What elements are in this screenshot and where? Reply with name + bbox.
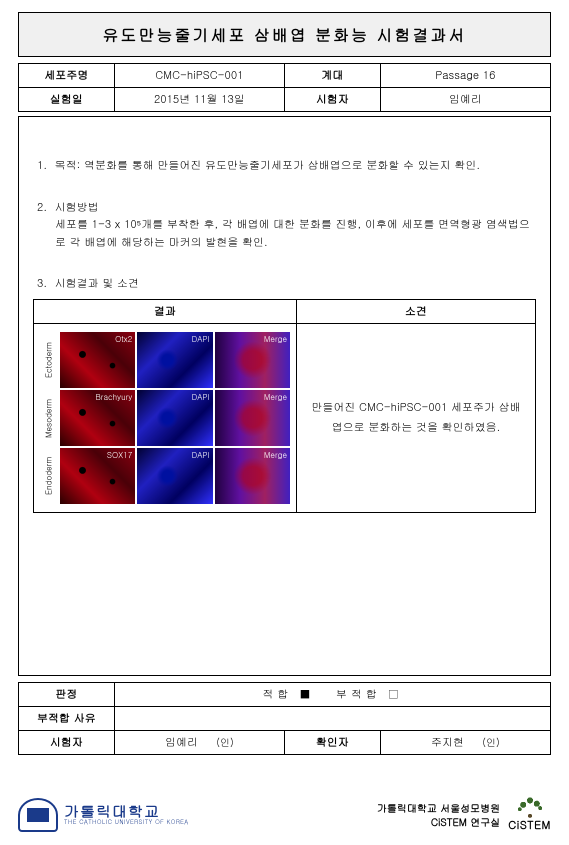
img-meso-merge: Merge [215, 390, 290, 446]
date-label: 실험일 [19, 88, 115, 112]
seal-2: (인) [482, 735, 500, 749]
col-result: 결과 [34, 299, 297, 323]
tag-brachyury: Brachyury [95, 392, 132, 403]
tag-merge3: Merge [264, 450, 287, 461]
tester-value: 임예리 [380, 88, 550, 112]
result-table: 결과 소견 Ectoderm Otx2 DAPI Merge Mesoderm … [33, 299, 536, 513]
cistem-text: CiSTEM [508, 818, 551, 833]
cell-line-value: CMC-hiPSC-001 [114, 64, 284, 88]
tree-icon [513, 796, 547, 818]
verdict-label: 판정 [19, 683, 115, 707]
purpose-num: 1. [37, 157, 51, 175]
fluorescence-panel: Ectoderm Otx2 DAPI Merge Mesoderm Brachy… [40, 332, 290, 504]
method-text: 세포를 1-3 x 10⁵개를 부착한 후, 각 배엽에 대한 분화를 진행, … [37, 216, 532, 251]
img-ecto-marker: Otx2 [60, 332, 135, 388]
tag-dapi3: DAPI [191, 450, 209, 461]
verdict-unfit: 부적합 □ [336, 687, 402, 702]
img-ecto-dapi: DAPI [137, 332, 212, 388]
section-method: 2. 시험방법 세포를 1-3 x 10⁵개를 부착한 후, 각 배엽에 대한 … [37, 199, 532, 252]
finding-cell: 만들어진 CMC-hiPSC-001 세포주가 삼배엽으로 분화하는 것을 확인… [297, 323, 536, 512]
cell-line-label: 세포주명 [19, 64, 115, 88]
result-num: 3. [37, 275, 51, 293]
img-ecto-merge: Merge [215, 332, 290, 388]
section-result: 3. 시험결과 및 소견 [37, 275, 532, 293]
sig-checker-name: 주지현 [431, 735, 464, 750]
tag-merge: Merge [264, 334, 287, 345]
body-box: 1. 목적: 역분화를 통해 만들어진 유도만능줄기세포가 삼배엽으로 분화할 … [18, 116, 551, 676]
info-table: 세포주명 CMC-hiPSC-001 계대 Passage 16 실험일 201… [18, 63, 551, 112]
img-meso-dapi: DAPI [137, 390, 212, 446]
lab-name: CiSTEM 연구실 [377, 815, 500, 829]
passage-value: Passage 16 [380, 64, 550, 88]
purpose-text: 역분화를 통해 만들어진 유도만능줄기세포가 삼배엽으로 분화할 수 있는지 확… [84, 158, 480, 173]
university-emblem-icon [18, 798, 58, 832]
img-meso-marker: Brachyury [60, 390, 135, 446]
result-label: 시험결과 및 소견 [55, 276, 139, 291]
section-purpose: 1. 목적: 역분화를 통해 만들어진 유도만능줄기세포가 삼배엽으로 분화할 … [37, 157, 532, 175]
tag-otx2: Otx2 [115, 334, 132, 345]
tag-sox17: SOX17 [107, 450, 132, 461]
cistem-logo: CiSTEM [508, 796, 551, 833]
tag-merge2: Merge [264, 392, 287, 403]
finding-text: 만들어진 CMC-hiPSC-001 세포주가 삼배엽으로 분화하는 것을 확인… [303, 398, 529, 438]
university-name-eng: THE CATHOLIC UNIVERSITY OF KOREA [64, 819, 189, 825]
footer: 가톨릭대학교 THE CATHOLIC UNIVERSITY OF KOREA … [18, 796, 551, 833]
method-num: 2. [37, 199, 51, 217]
verdict-fit: 적합 ■ [262, 687, 313, 702]
verdict-values: 적합 ■ 부적합 □ [114, 683, 550, 707]
row-mesoderm: Mesoderm [40, 390, 58, 446]
img-endo-marker: SOX17 [60, 448, 135, 504]
reason-value [114, 707, 550, 731]
row-ectoderm: Ectoderm [40, 332, 58, 388]
sig-tester: 임예리 (인) [114, 731, 284, 755]
tester-label: 시험자 [284, 88, 380, 112]
row-endoderm: Endoderm [40, 448, 58, 504]
sig-tester-name: 임예리 [165, 735, 198, 750]
date-value: 2015년 11월 13일 [114, 88, 284, 112]
result-image-cell: Ectoderm Otx2 DAPI Merge Mesoderm Brachy… [34, 323, 297, 512]
hospital-name: 가톨릭대학교 서울성모병원 [377, 801, 500, 815]
purpose-label: 목적: [55, 158, 81, 173]
img-endo-dapi: DAPI [137, 448, 212, 504]
university-logo: 가톨릭대학교 THE CATHOLIC UNIVERSITY OF KOREA [18, 798, 189, 832]
reason-label: 부적합 사유 [19, 707, 115, 731]
sig-checker: 주지현 (인) [380, 731, 550, 755]
method-label: 시험방법 [55, 200, 99, 215]
tag-dapi2: DAPI [191, 392, 209, 403]
tag-dapi: DAPI [191, 334, 209, 345]
seal-1: (인) [216, 735, 234, 749]
sig-tester-label: 시험자 [19, 731, 115, 755]
sig-checker-label: 확인자 [284, 731, 380, 755]
cistem-block: 가톨릭대학교 서울성모병원 CiSTEM 연구실 CiSTEM [377, 796, 551, 833]
col-finding: 소견 [297, 299, 536, 323]
passage-label: 계대 [284, 64, 380, 88]
img-endo-merge: Merge [215, 448, 290, 504]
report-title: 유도만능줄기세포 삼배엽 분화능 시험결과서 [18, 12, 551, 57]
verdict-table: 판정 적합 ■ 부적합 □ 부적합 사유 시험자 임예리 (인) 확인자 주지현 [18, 682, 551, 755]
